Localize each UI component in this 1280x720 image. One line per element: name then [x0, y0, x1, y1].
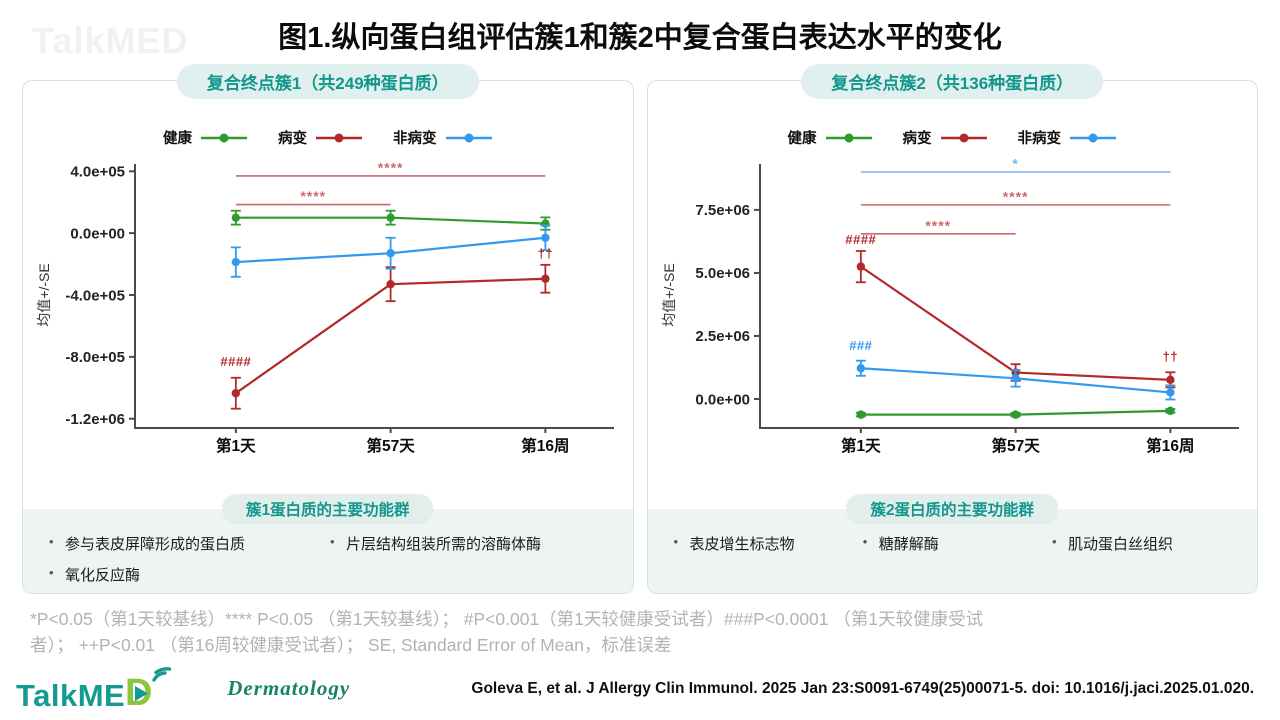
svg-text:第16周: 第16周 [522, 436, 570, 455]
nonlesional-line-swatch-icon [445, 133, 492, 142]
svg-text:第16周: 第16周 [1146, 436, 1194, 455]
cluster2-legend: 健康 病变 非病变 [648, 127, 1258, 148]
legend-item-lesional: 病变 [903, 127, 988, 148]
citation: Goleva E, et al. J Allergy Clin Immunol.… [471, 679, 1254, 697]
svg-text:††: †† [1162, 349, 1177, 364]
list-item: 片层结构组装所需的溶酶体酶 [330, 533, 611, 554]
svg-text:0.0e+00: 0.0e+00 [695, 391, 750, 408]
svg-text:*: * [1012, 156, 1018, 172]
list-item: 表皮增生标志物 [674, 533, 863, 554]
legend-label: 非病变 [393, 131, 437, 147]
legend-item-lesional: 病变 [278, 127, 363, 148]
svg-text:第57天: 第57天 [367, 436, 416, 455]
svg-text:4.0e+05: 4.0e+05 [71, 164, 126, 181]
series-lesional [231, 263, 551, 410]
cluster1-panel: 复合终点簇1（共249种蛋白质） 健康 病变 非病变 4.0e+05 0.0e+0… [22, 64, 634, 594]
svg-text:-8.0e+05: -8.0e+05 [66, 349, 126, 366]
nonlesional-line-swatch-icon [1070, 133, 1116, 142]
axes: 7.5e+06 5.0e+06 2.5e+06 0.0e+00 第1天 第57天 第16周 均… [661, 164, 1239, 455]
logo-text: TalkME [16, 677, 126, 713]
legend-label: 健康 [163, 131, 192, 147]
talkmed-logo-d-icon: D [125, 666, 172, 711]
chart-panels: 复合终点簇1（共249种蛋白质） 健康 病变 非病变 4.0e+05 0.0e+0… [0, 64, 1280, 594]
lesional-line-swatch-icon [316, 133, 362, 142]
list-item: 参与表皮屏障形成的蛋白质 [49, 533, 330, 554]
annotations: #######†† [845, 232, 1177, 364]
cluster1-line-chart: 4.0e+05 0.0e+00 -4.0e+05 -8.0e+05 -1.2e+06 第1… [23, 152, 633, 469]
svg-text:第1天: 第1天 [216, 436, 256, 455]
significance-footnote: *P<0.05（第1天较基线）**** P<0.05 （第1天较基线）； #P<… [30, 606, 1250, 659]
svg-text:-4.0e+05: -4.0e+05 [66, 287, 126, 304]
svg-text:****: **** [1002, 188, 1028, 204]
cluster2-panel: 复合终点簇2（共136种蛋白质） 健康 病变 非病变 7.5e+06 5.0e+0… [646, 64, 1258, 594]
svg-text:第1天: 第1天 [841, 436, 881, 455]
svg-text:5.0e+06: 5.0e+06 [695, 265, 750, 282]
svg-text:****: **** [925, 217, 951, 233]
legend-item-healthy: 健康 [163, 127, 248, 148]
cluster2-line-chart: 7.5e+06 5.0e+06 2.5e+06 0.0e+00 第1天 第57天 第16周 均… [648, 152, 1258, 469]
axes: 4.0e+05 0.0e+00 -4.0e+05 -8.0e+05 -1.2e+06 第1… [36, 164, 615, 455]
svg-text:††: †† [538, 246, 553, 261]
svg-text:0.0e+00: 0.0e+00 [71, 225, 126, 242]
svg-text:####: #### [221, 354, 252, 369]
svg-text:###: ### [849, 338, 872, 353]
footnote-line-1: *P<0.05（第1天较基线）**** P<0.05 （第1天较基线）； #P<… [30, 609, 984, 629]
legend-label: 健康 [787, 131, 817, 147]
cluster1-function-group: 簇1蛋白质的主要功能群 参与表皮屏障形成的蛋白质 片层结构组装所需的溶酶体酶 氧… [23, 494, 633, 593]
list-item: 氧化反应酶 [49, 564, 330, 585]
healthy-line-swatch-icon [825, 133, 872, 142]
cluster1-function-header: 簇1蛋白质的主要功能群 [221, 494, 434, 524]
annotations: #### †† [221, 246, 553, 369]
svg-text:均值+/-SE: 均值+/-SE [661, 263, 677, 326]
page-title: 图1.纵向蛋白组评估簇1和簇2中复合蛋白表达水平的变化 [278, 22, 1002, 54]
background-watermark: TalkMED [32, 20, 189, 61]
series-nonlesional [855, 359, 1176, 401]
legend-label: 病变 [278, 131, 307, 147]
cluster2-function-group: 簇2蛋白质的主要功能群 表皮增生标志物 糖酵解酶 肌动蛋白丝组织 [647, 494, 1258, 593]
significance-brackets: **** **** [236, 159, 546, 206]
logo-subtitle: Dermatology [227, 676, 351, 700]
cluster1-function-list: 参与表皮屏障形成的蛋白质 片层结构组装所需的溶酶体酶 氧化反应酶 [23, 509, 633, 585]
svg-text:7.5e+06: 7.5e+06 [695, 202, 750, 219]
list-item: 肌动蛋白丝组织 [1052, 533, 1241, 554]
legend-label: 病变 [902, 131, 932, 147]
lesional-line-swatch-icon [940, 133, 987, 142]
footnote-line-2: 者）； ++P<0.01 （第16周较健康受试者）； SE, Standard … [30, 635, 672, 656]
svg-text:****: **** [378, 159, 404, 175]
svg-text:均值+/-SE: 均值+/-SE [36, 263, 52, 326]
cluster2-function-header: 簇2蛋白质的主要功能群 [846, 494, 1059, 524]
footer: TalkME D Dermatology Goleva E, et al. J … [0, 659, 1280, 711]
legend-item-nonlesional: 非病变 [1018, 127, 1118, 148]
cluster1-legend: 健康 病变 非病变 [23, 127, 633, 148]
healthy-line-swatch-icon [201, 133, 247, 142]
svg-text:-1.2e+06: -1.2e+06 [66, 411, 126, 428]
talkmed-logo: TalkME D [16, 666, 172, 713]
legend-item-nonlesional: 非病变 [393, 127, 493, 148]
cluster2-panel-header: 复合终点簇2（共136种蛋白质） [801, 64, 1104, 99]
significance-brackets: ********* [860, 156, 1171, 235]
svg-text:****: **** [301, 188, 327, 204]
list-item: 糖酵解酶 [863, 533, 1052, 554]
cluster2-function-list: 表皮增生标志物 糖酵解酶 肌动蛋白丝组织 [648, 509, 1258, 554]
svg-text:####: #### [845, 232, 876, 247]
svg-text:2.5e+06: 2.5e+06 [695, 328, 750, 345]
legend-label: 非病变 [1017, 131, 1062, 147]
series-lesional [855, 250, 1176, 389]
legend-item-healthy: 健康 [788, 127, 873, 148]
series-healthy [855, 406, 1176, 419]
series-nonlesional [231, 224, 551, 278]
svg-text:第57天: 第57天 [991, 436, 1040, 455]
cluster1-panel-header: 复合终点簇1（共249种蛋白质） [176, 64, 479, 99]
series-healthy [231, 209, 551, 231]
